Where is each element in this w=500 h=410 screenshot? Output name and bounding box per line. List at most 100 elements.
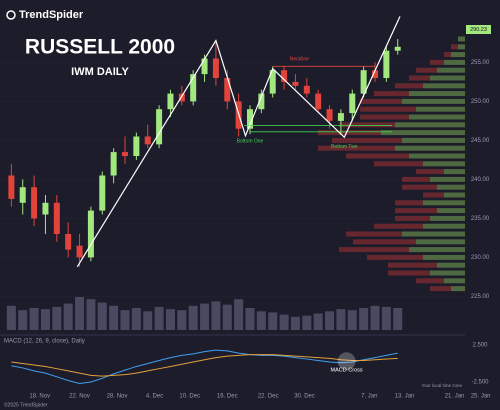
price-tag: 290.23 [470, 27, 487, 33]
volume-bar [86, 299, 96, 330]
volume-bar [302, 315, 312, 330]
x-tick-label: 22. Dec [258, 394, 279, 400]
y-tick-label: 245.00 [471, 138, 490, 144]
timezone-note: Your local time zone [422, 383, 463, 388]
profile-up [423, 200, 465, 206]
volume-bar [52, 306, 62, 330]
volume-bar [381, 306, 391, 330]
x-tick-label: 30. Dec [294, 394, 315, 400]
candle-body [110, 152, 117, 176]
x-tick-label: 25. Jan [471, 394, 491, 400]
volume-bar [370, 305, 380, 330]
profile-down [318, 145, 395, 151]
bottom-two-label: Bottom Two [331, 144, 358, 150]
volume-bar [279, 314, 289, 330]
candle-body [326, 109, 333, 121]
brand: TrendSpider [19, 9, 84, 21]
profile-up [430, 176, 465, 182]
profile-up [423, 223, 465, 229]
profile-up [437, 262, 465, 268]
profile-down [423, 192, 444, 198]
volume-bar [245, 308, 255, 330]
volume-bar [188, 305, 198, 330]
volume-bar [393, 308, 403, 330]
candle-body [178, 93, 185, 102]
profile-up [444, 278, 465, 284]
profile-up [444, 169, 465, 175]
x-tick-label: 13. Jan [395, 394, 415, 400]
profile-down [367, 254, 423, 260]
profile-down [395, 200, 423, 206]
profile-up [458, 44, 465, 50]
x-tick-label: 28. Nov [107, 394, 128, 400]
profile-up [409, 153, 465, 159]
y-tick-label: 250.00 [471, 99, 490, 105]
volume-bar [256, 311, 266, 330]
x-tick-label: 10. Dec [179, 394, 200, 400]
bottom-one-label: Bottom One [237, 139, 264, 145]
candle-body [53, 202, 60, 234]
x-tick-label: 21. Jan [445, 394, 465, 400]
volume-bar [165, 309, 175, 330]
x-tick-label: 4. Dec [146, 394, 163, 400]
profile-down [339, 122, 395, 128]
profile-up [444, 59, 465, 65]
volume-bar [177, 310, 187, 330]
profile-up [437, 184, 465, 190]
profile-down [360, 98, 402, 104]
volume-bar [313, 313, 323, 330]
candle-body [394, 46, 401, 51]
x-tick-label: 18. Nov [29, 394, 50, 400]
volume-bar [154, 306, 164, 330]
profile-up [430, 75, 465, 81]
macd-tick-label: 2.500 [472, 343, 488, 349]
profile-down [346, 231, 402, 237]
profile-down [416, 278, 444, 284]
profile-up [423, 254, 465, 260]
profile-up [416, 239, 465, 245]
profile-down [374, 223, 423, 229]
price-tag-bg [466, 25, 491, 34]
profile-down [409, 75, 430, 81]
profile-down [451, 44, 458, 50]
candle-body [65, 234, 72, 250]
volume-bar [18, 310, 28, 330]
chart-title: RUSSELL 2000 [25, 36, 175, 59]
profile-up [423, 83, 465, 89]
profile-down [374, 161, 423, 167]
volume-bar [131, 308, 141, 330]
profile-up [458, 36, 465, 42]
volume-bar [268, 312, 278, 330]
profile-down [395, 215, 430, 221]
x-tick-label: 16. Dec [217, 394, 238, 400]
candle-body [360, 70, 367, 94]
profile-down [402, 184, 437, 190]
volume-bar [40, 309, 50, 330]
profile-down [332, 137, 402, 143]
profile-up [444, 192, 465, 198]
candle-body [76, 245, 83, 258]
volume-bar [143, 311, 153, 330]
logo-icon [6, 10, 16, 20]
candle-body [133, 136, 140, 156]
candle-body [269, 70, 276, 94]
macd-cross-marker [337, 352, 356, 371]
x-tick-label: 22. Nov [69, 394, 90, 400]
macd-line [11, 349, 398, 384]
chart-subtitle: IWM DAILY [71, 66, 129, 78]
macd-cross-label: MACD Cross [331, 367, 363, 373]
profile-down [360, 106, 416, 112]
profile-up [381, 130, 465, 136]
profile-down [318, 130, 381, 136]
profile-up [437, 67, 465, 73]
candle-body [144, 136, 151, 145]
profile-down [374, 91, 409, 97]
profile-down [430, 286, 451, 292]
profile-up [437, 208, 465, 214]
profile-up [451, 286, 465, 292]
y-tick-label: 255.00 [471, 60, 490, 66]
profile-down [346, 153, 409, 159]
candle-body [258, 93, 265, 110]
candle-body [303, 85, 310, 94]
